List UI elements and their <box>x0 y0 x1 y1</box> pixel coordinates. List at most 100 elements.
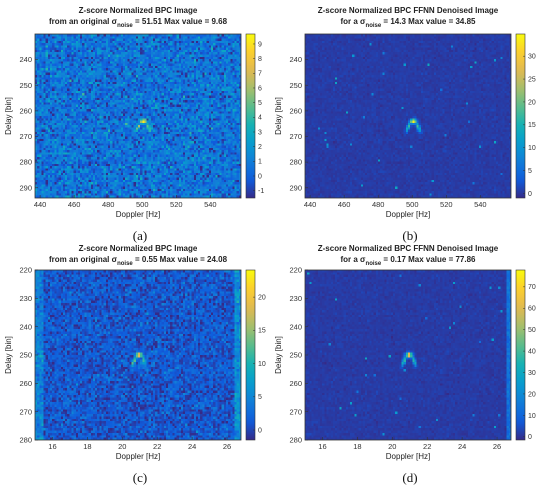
chart-subtitle: from an original σnoise = 0.55 Max value… <box>49 255 228 267</box>
colorbar-tick-label: 20 <box>258 295 266 302</box>
panel-caption: (c) <box>133 470 147 485</box>
y-axis-label: Delay [bin] <box>274 97 283 135</box>
colorbar-tick-label: 0 <box>258 427 262 434</box>
y-tick-label: 250 <box>289 81 302 90</box>
x-tick-label: 440 <box>304 200 317 209</box>
panel-caption: (a) <box>133 228 147 243</box>
colorbar-tick-label: 5 <box>258 100 262 107</box>
x-axis-label: Doppler [Hz] <box>116 452 160 461</box>
colorbar-tick-label: 5 <box>258 394 262 401</box>
x-tick-label: 26 <box>223 442 231 451</box>
panel-caption: (d) <box>402 470 417 485</box>
colorbar-tick-label: 10 <box>528 145 536 152</box>
colorbar-tick-label: 0 <box>528 191 532 198</box>
y-tick-label: 290 <box>19 183 32 192</box>
y-tick-label: 240 <box>289 322 302 331</box>
y-tick-label: 220 <box>289 266 302 275</box>
colorbar-tick-label: -1 <box>258 188 264 195</box>
colorbar-tick-label: 30 <box>528 370 536 377</box>
y-tick-label: 260 <box>289 106 302 115</box>
colorbar-tick-label: 50 <box>528 327 536 334</box>
x-tick-label: 26 <box>493 442 501 451</box>
colorbar-tick-label: 20 <box>528 391 536 398</box>
x-tick-label: 20 <box>118 442 126 451</box>
colorbar <box>515 33 526 199</box>
y-tick-label: 220 <box>19 266 32 275</box>
colorbar-tick-label: 7 <box>258 71 262 78</box>
y-tick-label: 270 <box>289 132 302 141</box>
y-tick-label: 280 <box>289 158 302 167</box>
x-tick-label: 16 <box>318 442 326 451</box>
y-tick-label: 250 <box>19 81 32 90</box>
panel-d: Z-score Normalized BPC FFNN Denoised Ima… <box>274 244 536 485</box>
y-tick-label: 280 <box>19 158 32 167</box>
y-axis-label: Delay [bin] <box>4 97 13 135</box>
x-tick-label: 540 <box>474 200 487 209</box>
y-tick-label: 240 <box>19 322 32 331</box>
heatmap-image <box>35 270 241 440</box>
colorbar <box>245 33 256 199</box>
y-axis-label: Delay [bin] <box>4 336 13 374</box>
colorbar-tick-label: 40 <box>528 349 536 356</box>
colorbar-tick-label: 30 <box>528 54 536 61</box>
y-tick-label: 250 <box>19 351 32 360</box>
x-tick-label: 540 <box>204 200 217 209</box>
colorbar-tick-label: 25 <box>528 76 536 83</box>
heatmap-image <box>35 34 241 198</box>
y-tick-label: 290 <box>289 183 302 192</box>
colorbar-tick-label: 0 <box>258 173 262 180</box>
heatmap-image <box>305 34 511 198</box>
panel-b: Z-score Normalized BPC FFNN Denoised Ima… <box>274 6 536 243</box>
colorbar-tick-label: 5 <box>528 168 532 175</box>
y-tick-label: 280 <box>19 436 32 445</box>
x-tick-label: 520 <box>170 200 183 209</box>
colorbar-tick-label: 70 <box>528 284 536 291</box>
colorbar-tick-label: 10 <box>528 413 536 420</box>
colorbar-tick-label: 60 <box>528 306 536 313</box>
chart-subtitle: from an original σnoise = 51.51 Max valu… <box>49 17 228 29</box>
x-tick-label: 500 <box>136 200 149 209</box>
x-tick-label: 460 <box>68 200 81 209</box>
colorbar <box>515 269 526 441</box>
panel-c: Z-score Normalized BPC Image from an orig… <box>4 244 266 485</box>
y-tick-label: 230 <box>289 294 302 303</box>
colorbar-tick-label: 6 <box>258 85 262 92</box>
colorbar-tick-label: 20 <box>528 99 536 106</box>
colorbar-tick-label: 8 <box>258 56 262 63</box>
x-axis-label: Doppler [Hz] <box>386 452 430 461</box>
chart-subtitle: for a σnoise = 14.3 Max value = 34.85 <box>341 17 477 29</box>
colorbar <box>245 269 256 441</box>
x-tick-label: 18 <box>353 442 361 451</box>
y-axis-label: Delay [bin] <box>274 336 283 374</box>
y-tick-label: 230 <box>19 294 32 303</box>
y-tick-label: 260 <box>289 379 302 388</box>
y-tick-label: 260 <box>19 106 32 115</box>
x-tick-label: 16 <box>48 442 56 451</box>
x-axis-label: Doppler [Hz] <box>116 210 160 219</box>
colorbar-tick-label: 15 <box>258 328 266 335</box>
colorbar-tick-label: 2 <box>258 144 262 151</box>
y-tick-label: 280 <box>289 436 302 445</box>
x-tick-label: 18 <box>83 442 91 451</box>
x-tick-label: 440 <box>34 200 47 209</box>
colorbar-tick-label: 1 <box>258 159 262 166</box>
colorbar-tick-label: 10 <box>258 361 266 368</box>
colorbar-tick-label: 3 <box>258 129 262 136</box>
colorbar-tick-label: 0 <box>528 434 532 441</box>
x-axis-label: Doppler [Hz] <box>386 210 430 219</box>
chart-title: Z-score Normalized BPC Image <box>79 6 198 15</box>
y-tick-label: 270 <box>19 132 32 141</box>
y-tick-label: 270 <box>289 407 302 416</box>
x-tick-label: 22 <box>153 442 161 451</box>
y-tick-label: 240 <box>19 55 32 64</box>
panel-caption: (b) <box>402 228 417 243</box>
x-tick-label: 20 <box>388 442 396 451</box>
y-tick-label: 260 <box>19 379 32 388</box>
colorbar-tick-label: 9 <box>258 41 262 48</box>
y-tick-label: 250 <box>289 351 302 360</box>
y-tick-label: 270 <box>19 407 32 416</box>
x-tick-label: 520 <box>440 200 453 209</box>
x-tick-label: 500 <box>406 200 419 209</box>
chart-title: Z-score Normalized BPC Image <box>79 244 198 253</box>
